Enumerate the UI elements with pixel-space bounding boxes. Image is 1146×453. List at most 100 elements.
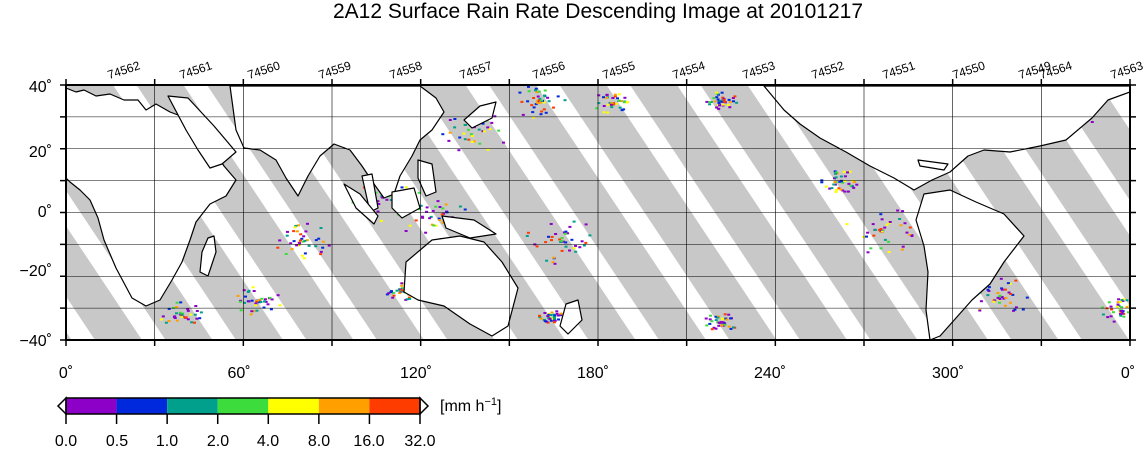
rain-pixel [181,312,185,315]
rain-pixel [872,234,876,237]
rain-pixel [992,300,996,303]
philippines [417,159,437,197]
rain-pixel [252,310,256,313]
colorbar-swatch [66,398,117,414]
rain-pixel [532,97,536,99]
rain-pixel [244,295,247,298]
rain-pixel [716,93,720,96]
rain-pixel [307,244,311,247]
rain-pixel [497,129,501,132]
rain-pixel [1120,310,1123,312]
rain-pixel [520,100,524,103]
rain-pixel [486,126,490,129]
rain-pixel [713,100,717,103]
rain-pixel [180,316,184,318]
rain-pixel [175,312,178,315]
rain-pixel [731,97,735,99]
rain-pixel [417,191,421,194]
orbit-number-label: 74563 [1109,58,1145,82]
rain-pixel [1117,298,1121,301]
rain-pixel [1125,299,1129,302]
rain-pixel [408,297,412,300]
rain-pixel [441,207,445,210]
rain-pixel [1109,315,1113,318]
rain-pixel [395,289,399,292]
rain-pixel [542,108,546,111]
rain-pixel [540,110,544,113]
orbit-number-label: 74558 [388,58,424,82]
rain-pixel [534,87,538,90]
rain-pixel [194,305,198,307]
rain-pixel [547,235,550,238]
rain-pixel [447,139,451,142]
rain-pixel [327,244,331,247]
rain-pixel [1117,304,1121,307]
rain-pixel [1003,304,1007,307]
rain-pixel [1125,306,1129,309]
rain-pixel [538,101,542,104]
rain-pixel [852,186,856,189]
rain-pixel [1120,299,1124,302]
rain-pixel [379,219,383,222]
rain-pixel [404,230,408,232]
rain-pixel [247,300,251,303]
rain-pixel [1004,297,1008,299]
rain-pixel [552,106,555,109]
rain-pixel [539,113,543,116]
rain-pixel [544,111,548,114]
rain-pixel [613,93,617,96]
rain-pixel [199,311,203,314]
rain-pixel [617,93,621,96]
rain-pixel [574,250,578,253]
rain-pixel [270,298,274,301]
rain-pixel [545,259,549,262]
rain-pixel [1014,306,1018,309]
rain-pixel [896,209,900,212]
rain-pixel [609,103,613,106]
rain-pixel [278,304,282,307]
rain-pixel [840,180,843,183]
rain-pixel [833,177,836,180]
orbit-number-label: 74554 [671,58,707,82]
rain-pixel [405,298,409,301]
rain-pixel [708,322,712,325]
rain-pixel [564,241,568,244]
rain-pixel [718,104,721,107]
rain-pixel [879,228,883,230]
rain-pixel [848,170,852,173]
rain-pixel [1101,306,1104,309]
rain-pixel [242,289,246,292]
rain-pixel [720,317,724,320]
colorbar-swatch [116,398,168,414]
rain-pixel [1118,301,1122,303]
rain-pixel [1000,287,1004,290]
rain-pixel [843,180,847,182]
rain-pixel [715,91,719,94]
rain-pixel [1116,305,1119,308]
colorbar-unit-text: [mm h [440,398,484,415]
arabia-coastline [167,95,237,169]
rain-pixel [723,313,727,316]
rain-pixel [424,231,428,234]
malay-peninsula [361,173,379,213]
rain-pixel [518,91,522,94]
north-america-coastline [763,85,1130,191]
rain-pixel [543,95,547,98]
rain-pixel [276,294,280,297]
swath-band [66,226,142,340]
rain-pixel [987,290,991,292]
rain-pixel [502,141,505,144]
rain-pixel [295,230,299,233]
asia-coastline [229,85,445,199]
sumatra [343,183,379,225]
rain-pixel [717,101,721,104]
rain-pixel [549,314,553,316]
rain-pixel [464,124,467,126]
rain-pixel [1014,279,1018,282]
rain-pixel [1112,320,1116,323]
rain-pixel [546,96,550,99]
rain-pixel [1134,316,1137,318]
rain-pixel [721,321,725,324]
rain-pixel [400,186,404,189]
rain-pixel [560,239,564,242]
